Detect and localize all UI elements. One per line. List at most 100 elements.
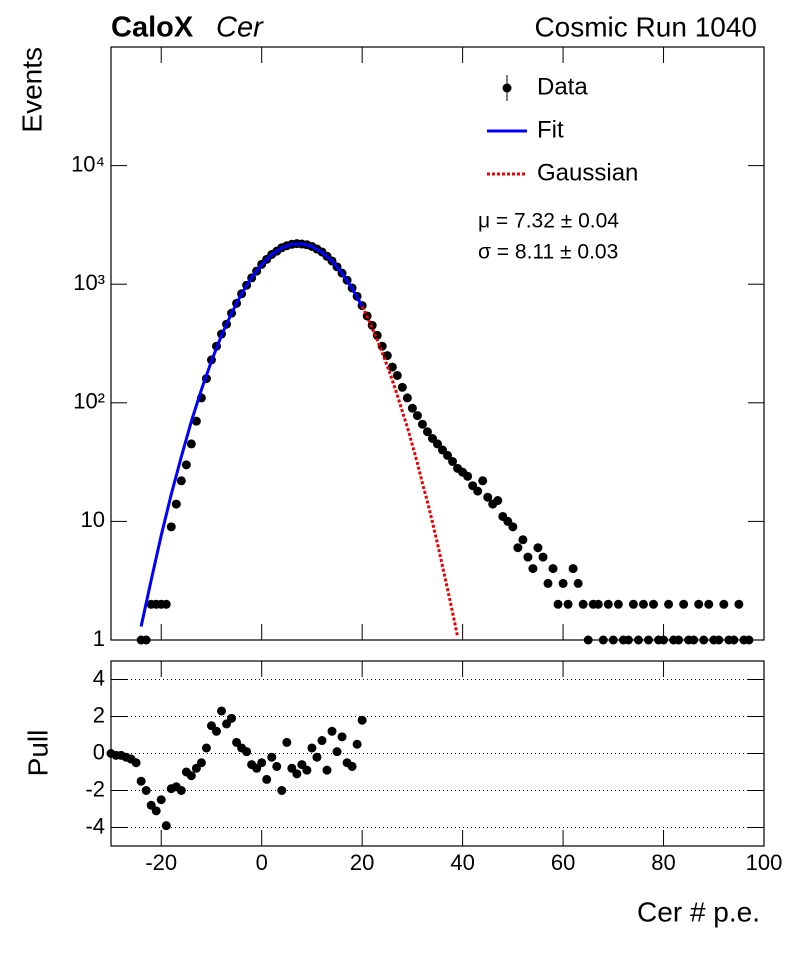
data-point xyxy=(643,635,653,645)
data-point xyxy=(659,635,669,645)
data-point xyxy=(578,599,588,609)
y-tick-label: 4 xyxy=(93,665,105,690)
data-point xyxy=(407,403,417,413)
pull-axis-label: Pull xyxy=(22,730,53,777)
data-point xyxy=(714,635,724,645)
data-point xyxy=(648,599,658,609)
data-point xyxy=(478,476,488,486)
y-tick-label: 10² xyxy=(73,389,105,414)
data-point xyxy=(593,599,603,609)
data-point xyxy=(443,450,453,460)
y-axis-label: Events xyxy=(16,47,47,133)
data-point xyxy=(538,552,548,562)
data-point xyxy=(694,599,704,609)
data-point xyxy=(317,736,327,746)
data-point xyxy=(217,706,227,716)
data-point xyxy=(196,758,206,768)
data-point xyxy=(573,578,583,588)
y-tick-label: 1 xyxy=(93,626,105,651)
data-point xyxy=(664,599,674,609)
y-tick-label: -2 xyxy=(85,776,105,801)
data-point xyxy=(638,599,648,609)
data-point xyxy=(372,330,382,340)
data-point xyxy=(508,522,518,532)
fit-line xyxy=(139,242,364,627)
data-point xyxy=(282,737,292,747)
data-point xyxy=(191,416,201,426)
data-point xyxy=(402,393,412,403)
y-tick-label: 10 xyxy=(81,507,105,532)
data-point xyxy=(262,774,272,784)
data-point xyxy=(227,713,237,723)
data-point xyxy=(473,486,483,496)
data-point xyxy=(689,635,699,645)
data-point xyxy=(151,806,161,816)
data-point xyxy=(463,471,473,481)
data-point xyxy=(201,743,211,753)
data-point xyxy=(613,599,623,609)
data-point xyxy=(176,476,186,486)
data-point xyxy=(397,382,407,392)
data-point xyxy=(674,635,684,645)
data-point xyxy=(176,786,186,795)
data-point xyxy=(628,599,638,609)
data-point xyxy=(518,535,528,545)
data-point xyxy=(307,743,317,753)
data-point xyxy=(131,758,141,768)
data-point xyxy=(704,599,714,609)
data-point xyxy=(392,370,402,380)
data-point xyxy=(493,496,503,506)
data-point xyxy=(257,758,267,768)
data-point xyxy=(357,715,367,725)
data-point xyxy=(332,747,342,757)
data-point xyxy=(141,786,151,795)
data-point xyxy=(513,543,523,553)
data-point xyxy=(583,635,593,645)
y-tick-label: 10³ xyxy=(73,270,105,295)
run-label: Cosmic Run 1040 xyxy=(534,11,757,42)
data-point xyxy=(186,439,196,449)
data-point xyxy=(523,552,533,562)
data-point xyxy=(272,761,282,771)
data-point xyxy=(387,362,397,372)
y-tick-label: 0 xyxy=(93,739,105,764)
x-tick-label: -20 xyxy=(145,850,177,875)
data-point xyxy=(347,761,357,771)
chart-title-suffix: Cer xyxy=(216,12,264,44)
data-point xyxy=(558,578,568,588)
annotation: μ = 7.32 ± 0.04 xyxy=(478,210,619,233)
data-point xyxy=(553,599,563,609)
data-point xyxy=(543,578,553,588)
data-point xyxy=(267,752,277,762)
data-point xyxy=(211,726,221,736)
data-point xyxy=(608,635,618,645)
data-point xyxy=(171,499,181,509)
data-point xyxy=(633,635,643,645)
data-point xyxy=(156,795,166,805)
data-point xyxy=(734,599,744,609)
y-tick-label: 10⁴ xyxy=(71,151,105,176)
annotation: σ = 8.11 ± 0.03 xyxy=(478,241,618,264)
data-point xyxy=(186,771,196,781)
data-point xyxy=(548,564,558,574)
data-point xyxy=(242,747,252,757)
data-point xyxy=(679,599,689,609)
x-tick-label: 20 xyxy=(350,850,374,875)
data-point xyxy=(352,739,362,749)
x-tick-label: 60 xyxy=(551,850,575,875)
data-point xyxy=(729,635,739,645)
data-point xyxy=(412,411,422,421)
data-point xyxy=(337,732,347,742)
legend-label: Fit xyxy=(537,116,564,143)
data-point xyxy=(302,765,312,775)
data-point xyxy=(483,492,493,502)
data-point xyxy=(277,786,287,795)
data-point xyxy=(433,439,442,449)
data-point xyxy=(312,752,322,762)
legend-marker xyxy=(502,83,512,93)
chart-title: CaloX xyxy=(111,12,194,44)
data-point xyxy=(181,460,191,470)
data-point xyxy=(623,635,633,645)
